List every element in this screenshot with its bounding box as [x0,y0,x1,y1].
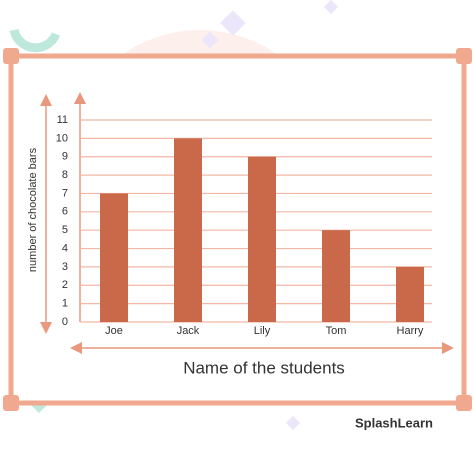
y-tick-label: 7 [62,187,68,199]
y-tick-label: 1 [62,298,68,310]
y-tick-label: 10 [56,132,68,144]
brand: SplashLearn [355,415,433,430]
y-tick-label: 5 [62,224,68,236]
x-tick-label: Jack [177,325,200,337]
frame-corner [456,395,472,411]
frame-corner [3,395,19,411]
bar [322,230,350,322]
y-tick-label: 2 [62,279,68,291]
y-tick-label: 4 [62,242,68,254]
y-tick-label: 9 [62,151,68,163]
y-tick-label: 6 [62,206,68,218]
bar [396,266,424,322]
bar [248,156,276,322]
frame [8,53,467,406]
decoration [285,415,301,431]
decoration [9,28,61,53]
bar [174,138,202,322]
y-tick-label: 3 [62,261,68,273]
x-axis-label: Name of the students [183,358,345,377]
decoration [323,0,339,15]
x-tick-label: Tom [326,325,347,337]
y-axis-label: number of chocolate bars [27,147,39,272]
x-tick-label: Lily [254,325,271,337]
x-tick-label: Joe [105,325,123,337]
bar [100,193,128,322]
frame-corner [3,48,19,64]
y-tick-label: 11 [57,114,68,126]
frame-corner [456,48,472,64]
y-tick-label: 8 [62,169,68,181]
y-tick-label: 0 [62,316,68,328]
x-tick-label: Harry [397,325,424,337]
decoration [220,10,246,36]
